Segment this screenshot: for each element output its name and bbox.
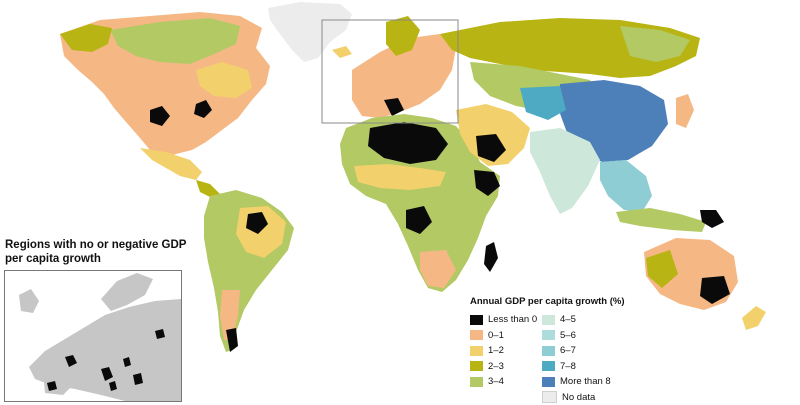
europe-inset-svg <box>19 273 181 401</box>
region-mexico <box>140 148 202 180</box>
legend-label: 6–7 <box>560 345 576 357</box>
legend-item: 3–4 <box>470 374 542 390</box>
legend-column-left: Less than 0 0–1 1–2 2–3 3–4 <box>470 312 542 405</box>
legend-label: 4–5 <box>560 314 576 326</box>
inset-negative-east <box>155 329 165 339</box>
legend-swatch <box>470 314 483 325</box>
region-patagonia-black <box>226 328 238 352</box>
region-argentina <box>220 290 240 340</box>
inset-land-scandinavia <box>101 273 153 311</box>
legend-label: 0–1 <box>488 329 504 341</box>
region-africa <box>340 114 500 292</box>
region-arabia-black <box>476 134 506 162</box>
region-russia-east <box>620 26 690 62</box>
legend-swatch <box>470 330 483 341</box>
region-australia-se-black <box>700 276 730 304</box>
region-india <box>530 128 600 214</box>
legend-item: 5–6 <box>542 328 614 344</box>
legend-swatch <box>542 345 555 356</box>
region-iceland <box>332 46 352 58</box>
region-sa-black-cluster <box>246 212 268 234</box>
legend-title: Annual GDP per capita growth (%) <box>470 296 625 307</box>
region-china-west <box>520 86 566 120</box>
legend-item: 4–5 <box>542 312 614 328</box>
legend-label: More than 8 <box>560 376 611 388</box>
legend-item: Less than 0 <box>470 312 542 328</box>
region-central-africa-black <box>406 206 432 234</box>
legend: Annual GDP per capita growth (%) Less th… <box>470 296 670 405</box>
inset-negative-greece <box>133 373 143 385</box>
legend-swatch <box>542 376 555 387</box>
region-japan <box>676 94 694 128</box>
legend-item: 1–2 <box>470 343 542 359</box>
region-sahara-black <box>368 122 448 164</box>
europe-inset-map <box>4 270 182 402</box>
region-europe-black-south <box>384 98 404 116</box>
legend-item: 0–1 <box>470 328 542 344</box>
legend-column-right: 4–5 5–6 6–7 7–8 More than 8 No data <box>542 312 614 405</box>
region-indonesia <box>616 208 706 232</box>
region-central-america <box>196 180 220 198</box>
legend-swatch <box>542 330 555 341</box>
region-canada-north <box>110 18 240 64</box>
inset-negative-italy <box>101 367 113 381</box>
legend-swatch <box>470 345 483 356</box>
region-madagascar <box>484 242 498 272</box>
region-scandinavia <box>386 16 420 56</box>
region-horn-black <box>474 170 500 196</box>
inset-negative-italy-2 <box>109 381 117 391</box>
region-australia-west <box>646 250 678 288</box>
legend-swatch <box>542 314 555 325</box>
region-greenland <box>268 2 352 62</box>
legend-label: Less than 0 <box>488 314 538 326</box>
inset-negative-iberia <box>47 381 57 391</box>
legend-label: 3–4 <box>488 376 504 388</box>
legend-label: 5–6 <box>560 329 576 341</box>
region-southeast-asia <box>600 160 652 212</box>
legend-label: No data <box>562 391 596 403</box>
region-usa-black-cluster <box>150 106 170 126</box>
legend-item: No data <box>542 390 614 405</box>
legend-swatch <box>470 361 483 372</box>
legend-item: 6–7 <box>542 343 614 359</box>
europe-highlight-frame <box>321 19 459 124</box>
legend-item: 2–3 <box>470 359 542 375</box>
legend-swatch <box>542 391 557 404</box>
legend-label: 7–8 <box>560 360 576 372</box>
region-sahel <box>354 164 446 190</box>
legend-item: 7–8 <box>542 359 614 375</box>
region-europe <box>352 34 456 118</box>
region-new-zealand <box>742 306 766 330</box>
region-southern-africa <box>420 250 456 288</box>
region-usa-black-cluster-2 <box>194 100 212 118</box>
region-png-black <box>700 210 724 228</box>
legend-swatch <box>542 361 555 372</box>
region-alaska <box>60 24 112 52</box>
legend-label: 1–2 <box>488 345 504 357</box>
inset-land-uk <box>19 289 39 313</box>
legend-item: More than 8 <box>542 374 614 390</box>
inset-title: Regions with no or negative GDP per capi… <box>5 239 187 265</box>
legend-label: 2–3 <box>488 360 504 372</box>
inset-negative-france <box>65 355 77 367</box>
legend-swatch <box>470 376 483 387</box>
inset-negative-balkans <box>123 357 131 367</box>
region-canada-east <box>196 62 252 98</box>
